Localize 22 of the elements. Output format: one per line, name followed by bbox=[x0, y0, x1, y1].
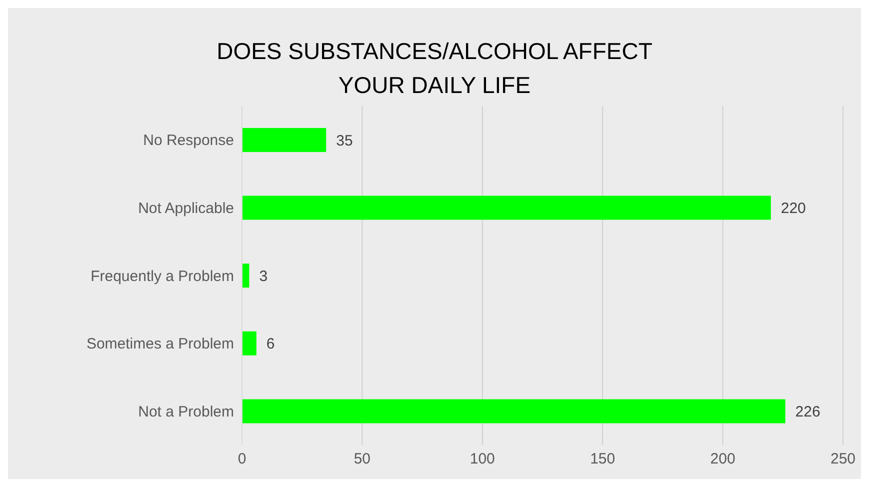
data-label: 220 bbox=[780, 200, 806, 218]
x-tick-label: 50 bbox=[354, 450, 371, 468]
x-tick-label: 150 bbox=[590, 450, 616, 468]
bar bbox=[242, 196, 771, 220]
data-label: 6 bbox=[266, 336, 275, 353]
y-tick-label: Sometimes a Problem bbox=[86, 336, 234, 353]
bar bbox=[242, 331, 256, 356]
data-label: 3 bbox=[259, 268, 268, 285]
bar bbox=[242, 128, 326, 152]
bar bbox=[242, 399, 786, 424]
bar bbox=[242, 264, 250, 288]
data-label: 35 bbox=[336, 132, 353, 150]
y-tick-label: Not Applicable bbox=[138, 200, 234, 218]
y-tick-label: Frequently a Problem bbox=[90, 268, 234, 285]
chart-title: DOES SUBSTANCES/ALCOHOL AFFECT YOUR DAILY LIFE bbox=[216, 37, 654, 100]
x-tick-label: 0 bbox=[238, 450, 246, 468]
x-tick-label: 250 bbox=[830, 450, 856, 468]
y-tick-label: Not a Problem bbox=[138, 403, 234, 420]
data-label: 226 bbox=[795, 404, 820, 421]
x-tick-label: 100 bbox=[470, 450, 495, 468]
y-tick-label: No Response bbox=[143, 132, 234, 150]
x-tick-label: 200 bbox=[710, 450, 736, 468]
